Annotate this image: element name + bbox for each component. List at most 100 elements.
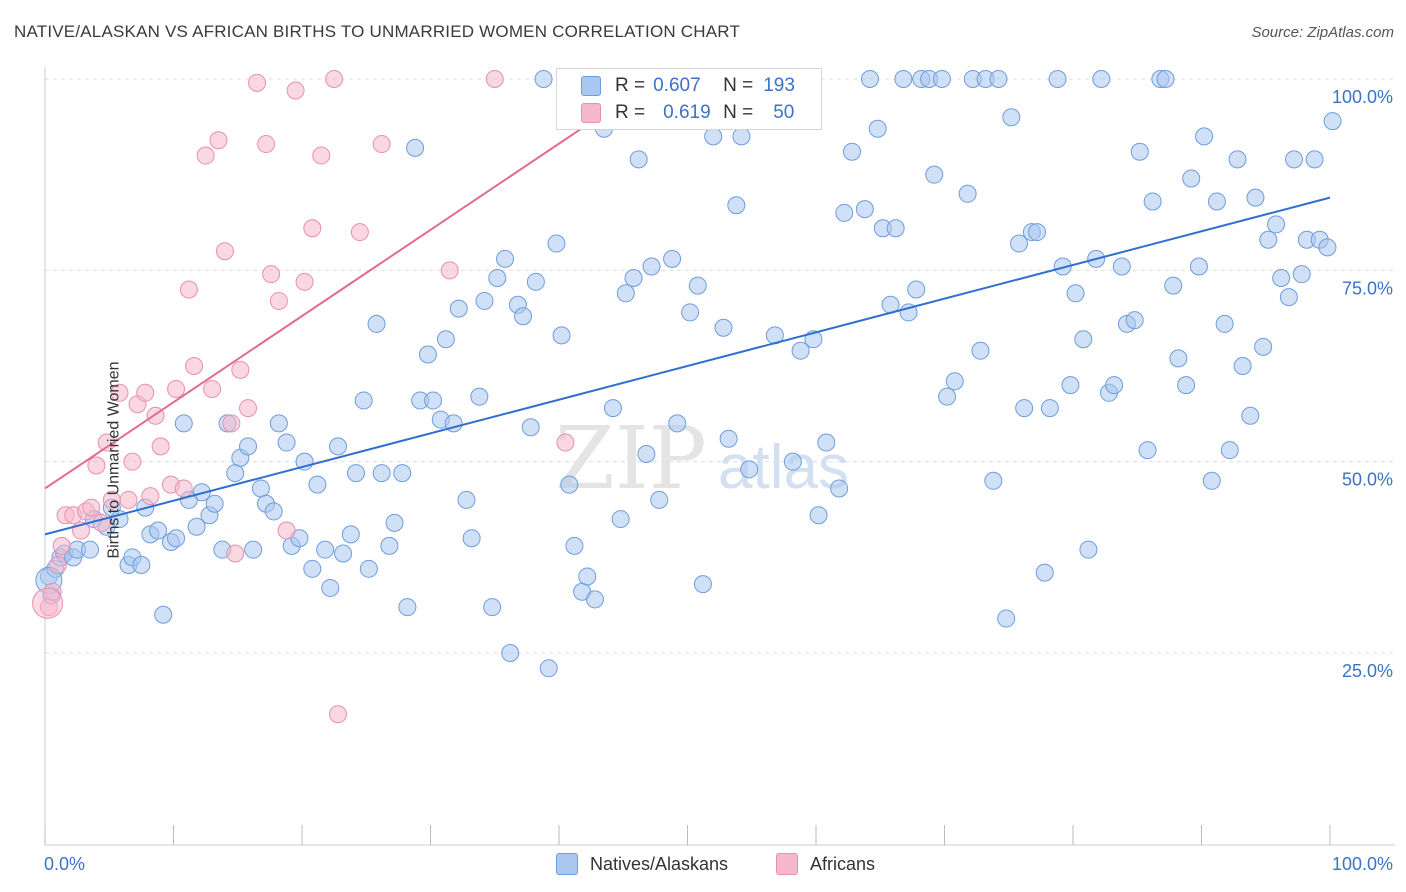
data-point	[1267, 215, 1286, 234]
y-tick-label: 50.0%	[1342, 470, 1393, 490]
bottom-legend-label-natives: Natives/Alaskans	[590, 853, 729, 874]
legend-r-value: 0.619	[663, 102, 711, 123]
data-point	[136, 383, 155, 402]
data-point	[244, 540, 263, 559]
data-point	[1035, 563, 1054, 582]
data-point	[277, 521, 296, 540]
y-axis-label: Births to Unmarried Women	[105, 361, 123, 559]
data-point	[1177, 376, 1196, 395]
data-point	[1254, 337, 1273, 356]
data-point	[616, 284, 635, 303]
data-point	[334, 544, 353, 563]
data-point	[688, 276, 707, 295]
data-point	[485, 70, 504, 88]
correlation-legend: R = 0.607 N = 193 R = 0.619 N = 50	[556, 68, 822, 130]
data-point	[552, 326, 571, 345]
data-point	[1272, 268, 1291, 287]
data-point	[440, 261, 459, 280]
legend-row-africans: R = 0.619 N = 50	[581, 100, 794, 126]
x-tick-labels: 0.0% 100.0%	[44, 854, 1393, 874]
data-point	[650, 490, 669, 509]
legend-n-value: 50	[773, 102, 795, 123]
data-point	[82, 498, 101, 517]
y-tick-label: 25.0%	[1342, 661, 1393, 681]
data-point	[398, 598, 417, 617]
data-point	[321, 578, 340, 597]
data-point	[1015, 399, 1034, 418]
legend-swatch-natives	[581, 76, 601, 96]
data-point	[341, 525, 360, 544]
data-point	[637, 445, 656, 464]
legend-r-key: R =	[615, 75, 646, 96]
data-point	[406, 138, 425, 157]
data-point	[303, 219, 322, 238]
data-point	[151, 437, 170, 456]
data-point	[385, 513, 404, 532]
x-tick-label: 0.0%	[44, 854, 85, 874]
data-point	[1279, 288, 1298, 307]
data-point	[925, 165, 944, 184]
y-tick-label: 100.0%	[1332, 87, 1393, 107]
data-point	[239, 399, 258, 418]
data-point	[989, 70, 1008, 88]
data-point	[1066, 284, 1085, 303]
y-tick-label: 75.0%	[1342, 278, 1393, 298]
data-point	[359, 559, 378, 578]
data-point	[372, 135, 391, 154]
data-point	[226, 464, 245, 483]
data-point	[462, 529, 481, 548]
data-point	[154, 605, 173, 624]
trend-line-natives	[44, 196, 1331, 536]
data-point	[642, 257, 661, 276]
legend-row-natives: R = 0.607 N = 193	[581, 73, 795, 99]
data-point	[269, 291, 288, 310]
series-natives-alaskans	[35, 70, 1342, 678]
data-point	[1189, 257, 1208, 276]
data-point	[87, 456, 106, 475]
bottom-legend-africans: Africans	[776, 851, 875, 877]
data-point	[732, 127, 751, 146]
legend-r-value: 0.607	[653, 75, 701, 96]
chart-title: NATIVE/ALASKAN VS AFRICAN BIRTHS TO UNMA…	[14, 22, 741, 41]
data-point	[418, 345, 437, 364]
watermark: ZIP atlas	[555, 409, 849, 509]
bottom-legend-swatch-africans	[776, 853, 798, 875]
data-point	[1092, 70, 1111, 88]
data-point	[958, 184, 977, 203]
data-point	[303, 559, 322, 578]
data-point	[842, 142, 861, 161]
data-point	[868, 119, 887, 138]
data-point	[149, 521, 168, 540]
data-point	[295, 272, 314, 291]
data-point	[1105, 376, 1124, 395]
data-point	[123, 452, 142, 471]
data-point	[1040, 399, 1059, 418]
data-point	[110, 383, 129, 402]
data-point	[1138, 441, 1157, 460]
data-point	[257, 135, 276, 154]
data-point	[1169, 349, 1188, 368]
data-point	[470, 387, 489, 406]
data-point	[496, 249, 515, 268]
data-point	[52, 536, 71, 555]
data-point	[1207, 192, 1226, 211]
bottom-legend-swatch-natives	[556, 853, 578, 875]
data-point	[187, 517, 206, 536]
data-point	[354, 391, 373, 410]
data-point	[894, 70, 913, 88]
data-point	[222, 414, 241, 433]
data-point	[817, 433, 836, 452]
data-point	[179, 280, 198, 299]
legend-swatch-africans	[581, 103, 601, 123]
data-point	[226, 544, 245, 563]
data-point	[1259, 230, 1278, 249]
data-point	[488, 268, 507, 287]
data-point	[629, 150, 648, 169]
data-point	[1215, 314, 1234, 333]
data-point	[1292, 265, 1311, 284]
data-point	[1079, 540, 1098, 559]
data-point	[167, 379, 186, 398]
data-point	[938, 387, 957, 406]
data-point	[328, 437, 347, 456]
